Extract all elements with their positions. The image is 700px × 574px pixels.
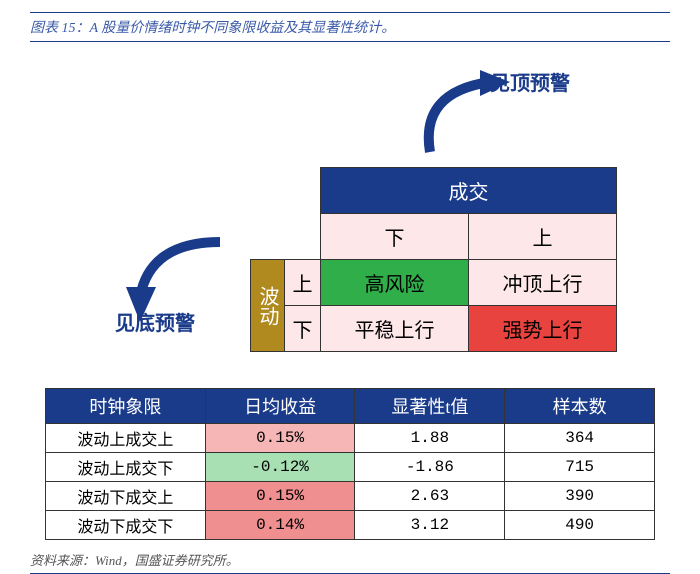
col-sub-2: 上 bbox=[469, 214, 617, 260]
h-tvalue: 显著性t值 bbox=[355, 389, 505, 424]
left-arrow-icon bbox=[120, 232, 240, 332]
quadrant-matrix: 成交 下 上 波动 上 高风险 冲顶上行 下 平稳上行 强势上行 bbox=[250, 167, 617, 352]
row-return: -0.12% bbox=[205, 453, 355, 482]
source-footer: 资料来源：Wind，国盛证券研究所。 bbox=[30, 550, 670, 574]
table-row: 波动下成交下0.14%3.12490 bbox=[46, 511, 655, 540]
cell-stable-up: 平稳上行 bbox=[321, 306, 469, 352]
row-return: 0.15% bbox=[205, 482, 355, 511]
h-quadrant: 时钟象限 bbox=[46, 389, 206, 424]
table-row: 波动上成交上0.15%1.88364 bbox=[46, 424, 655, 453]
col-sub-1: 下 bbox=[321, 214, 469, 260]
top-arrow-icon bbox=[410, 62, 530, 162]
cell-strong-up: 强势上行 bbox=[469, 306, 617, 352]
row-name: 波动上成交下 bbox=[46, 453, 206, 482]
h-return: 日均收益 bbox=[205, 389, 355, 424]
row-sub-1: 上 bbox=[285, 260, 321, 306]
cell-high-risk: 高风险 bbox=[321, 260, 469, 306]
row-t: 3.12 bbox=[355, 511, 505, 540]
col-header: 成交 bbox=[321, 168, 617, 214]
row-n: 390 bbox=[505, 482, 655, 511]
table-row: 波动下成交上0.15%2.63390 bbox=[46, 482, 655, 511]
cell-peak-up: 冲顶上行 bbox=[469, 260, 617, 306]
row-n: 364 bbox=[505, 424, 655, 453]
stats-header-row: 时钟象限 日均收益 显著性t值 样本数 bbox=[46, 389, 655, 424]
row-name: 波动下成交上 bbox=[46, 482, 206, 511]
row-return: 0.15% bbox=[205, 424, 355, 453]
row-name: 波动下成交下 bbox=[46, 511, 206, 540]
row-n: 715 bbox=[505, 453, 655, 482]
table-row: 波动上成交下-0.12%-1.86715 bbox=[46, 453, 655, 482]
row-sub-2: 下 bbox=[285, 306, 321, 352]
row-t: 1.88 bbox=[355, 424, 505, 453]
quadrant-diagram: 见顶预警 见底预警 成交 下 上 波动 上 高风险 冲顶上行 下 平稳上行 强势… bbox=[30, 62, 670, 372]
row-header: 波动 bbox=[251, 260, 285, 352]
chart-title: 图表 15：A 股量价情绪时钟不同象限收益及其显著性统计。 bbox=[30, 12, 670, 42]
row-n: 490 bbox=[505, 511, 655, 540]
stats-table: 时钟象限 日均收益 显著性t值 样本数 波动上成交上0.15%1.88364波动… bbox=[45, 388, 655, 540]
row-return: 0.14% bbox=[205, 511, 355, 540]
row-t: 2.63 bbox=[355, 482, 505, 511]
h-samples: 样本数 bbox=[505, 389, 655, 424]
row-name: 波动上成交上 bbox=[46, 424, 206, 453]
row-t: -1.86 bbox=[355, 453, 505, 482]
